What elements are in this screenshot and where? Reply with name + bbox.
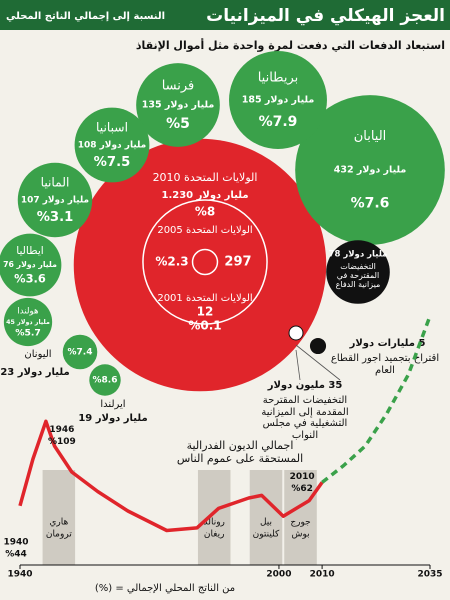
annotation: 1946 <box>49 425 74 435</box>
bubble <box>3 297 53 347</box>
bubble-value-label: 12 <box>197 305 214 319</box>
annotation: 2010 <box>290 472 315 482</box>
bubble <box>73 138 327 392</box>
annotation: %62 <box>291 484 313 494</box>
bubble <box>89 364 121 396</box>
bubble-value-label: 78 مليار دولار <box>329 250 388 260</box>
period-label: هاري <box>49 518 68 528</box>
bubble-percent-label: %7.6 <box>351 196 390 212</box>
title: العجز الهيكلي في الميزانيات <box>206 6 445 26</box>
bubble-percent-label: %7.9 <box>259 114 298 130</box>
bubble-name: الولايات المتحدة 2005 <box>157 225 252 236</box>
bubble-value-label: 297 <box>224 255 251 270</box>
bubble-percent-label: %5.7 <box>15 327 41 338</box>
bubble <box>17 162 93 238</box>
period-band <box>249 470 283 565</box>
x-tick-label: 2010 <box>310 570 335 580</box>
bubble <box>229 51 327 149</box>
bubble-percent-label: %0.1 <box>188 319 221 333</box>
bubble-value-label: 1.230 مليار دولار <box>161 190 248 201</box>
bubble-value-label: 432 مليار دولار <box>334 165 407 176</box>
bubble-percent-label: %8 <box>195 205 215 219</box>
bubble-value-label: 185 مليار دولار <box>242 95 315 106</box>
annotation: %44 <box>5 549 27 559</box>
bubble <box>142 199 268 325</box>
period-band <box>42 470 76 565</box>
bubble-name: بريطانيا <box>258 70 299 85</box>
bubble-name: التخفيضات المقترحة في ميزانية الدفاع <box>335 262 381 290</box>
bubble-name: المانيا <box>41 176 70 190</box>
bubble <box>136 63 220 147</box>
x-tick-label: 2035 <box>417 570 442 580</box>
bubble <box>0 233 62 297</box>
bubble-value-label: 107 مليار دولار <box>21 196 89 206</box>
bubble <box>74 107 150 183</box>
bubble-name: اليونان <box>24 349 51 360</box>
annotation: %109 <box>48 437 76 447</box>
period-label: بوش <box>291 530 309 540</box>
period-band <box>197 470 231 565</box>
bubble-name: الولايات المتحدة 2010 <box>153 171 258 184</box>
pointer-line <box>295 349 301 381</box>
bubble-value-label: 19 مليار دولار <box>78 413 147 424</box>
bubble-value-label: 135 مليار دولار <box>142 100 215 111</box>
line-title-box: اجمالي الديون الفدرالية المستحقة على عمو… <box>176 440 304 465</box>
bubble-name: الولايات المتحدة 2001 <box>157 293 252 304</box>
bubble-percent-label: %5 <box>166 116 190 132</box>
bubble-name: اقتراح بتجميد أجور القطاع العام <box>330 353 440 376</box>
bubble-name: اليابان <box>354 129 387 144</box>
period-label: ريغان <box>204 530 225 540</box>
subtitle: النسبة إلى إجمالي الناتج المحلي <box>6 11 165 22</box>
header-band <box>0 0 450 30</box>
bubble <box>62 334 98 370</box>
bubble <box>309 337 327 355</box>
x-tick-label: 2000 <box>266 570 291 580</box>
bubble-percent-label: %7.4 <box>68 348 93 358</box>
bubble-value-label-box: 5 مليارات دولار <box>349 338 426 349</box>
bubble-name: ايطاليا <box>16 244 44 257</box>
line-series <box>321 315 432 484</box>
line-series <box>18 419 324 533</box>
bubble-value-label: 5 مليارات دولار <box>349 338 426 349</box>
bubble-percent-label: %3.1 <box>37 210 74 225</box>
bubble-name-box: التخفيضات المقترحة المقدمة إلى الميزانية… <box>261 395 349 441</box>
bubble-name-box: التخفيضات المقترحة في ميزانية الدفاع <box>335 262 381 290</box>
bubble <box>326 240 390 304</box>
x-axis-label: (%) = من الناتج المحلي الإجمالي <box>95 583 235 594</box>
bubble-value-label: 45 مليار دولار <box>6 319 50 326</box>
period-label: جورج <box>290 518 310 528</box>
bubble <box>295 95 445 245</box>
bubble-value-label: 23 مليار دولار <box>0 367 69 378</box>
period-label: بيل <box>260 518 272 528</box>
bubble <box>191 248 219 276</box>
bubble-value-label-box: 35 مليون دولار <box>267 380 343 391</box>
bubble-name: فرنسا <box>162 79 195 94</box>
annotation: 1940 <box>3 537 28 547</box>
bubble-name: هولندا <box>17 307 39 317</box>
x-tick-label: 1940 <box>7 570 32 580</box>
bubble-name-box: اقتراح بتجميد أجور القطاع العام <box>330 353 440 376</box>
bubble <box>288 325 304 341</box>
bubble-name: ايرلندا <box>100 399 125 410</box>
note: استبعاد الدفعات التي دفعت لمرة واحدة مثل… <box>136 38 445 52</box>
bubble-percent-label: %3.6 <box>14 272 46 286</box>
bubble-value-label: 76 مليار دولار <box>3 260 57 269</box>
pointer-line <box>295 344 341 381</box>
period-label: كلينتون <box>253 530 280 540</box>
bubble-name: اسبانيا <box>96 121 128 135</box>
bubble-percent-label: %2.3 <box>155 255 188 269</box>
bubble-value-label: 35 مليون دولار <box>267 380 343 391</box>
bubble-value-label: 108 مليار دولار <box>78 141 146 151</box>
period-label: رونالد <box>204 518 225 528</box>
period-band <box>284 470 317 565</box>
period-label: ترومان <box>46 530 72 540</box>
line-title: اجمالي الديون الفدرالية المستحقة على عمو… <box>176 440 304 465</box>
bubble-percent-label: %8.6 <box>93 376 118 386</box>
bubble-name: التخفيضات المقترحة المقدمة إلى الميزانية… <box>261 395 349 441</box>
bubble-percent-label: %7.5 <box>94 155 131 170</box>
